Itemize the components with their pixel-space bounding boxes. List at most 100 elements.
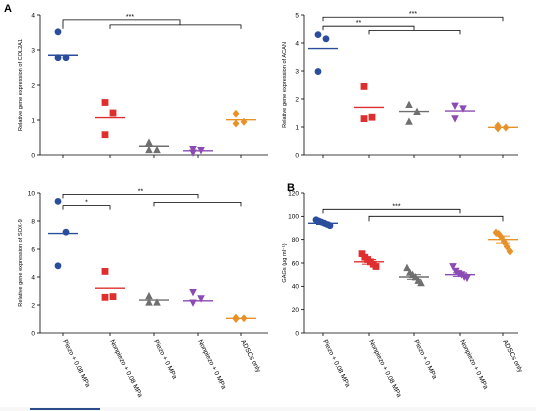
data-point [417, 278, 425, 287]
data-point [109, 109, 117, 117]
data-point [153, 298, 161, 306]
y-tick-label: 2 [31, 82, 35, 89]
y-tick-label: 4 [31, 12, 35, 19]
data-point [492, 228, 500, 237]
x-tick-label: ADSCs only [239, 339, 262, 374]
data-point [358, 250, 366, 258]
bottom-strip [0, 407, 536, 411]
data-point [494, 124, 502, 133]
data-point [232, 315, 240, 323]
y-tick-label: 0 [31, 152, 35, 159]
panel-label-b: B [287, 182, 295, 194]
data-point [405, 100, 413, 108]
significance-label: *** [409, 11, 417, 18]
data-point [372, 263, 380, 270]
y-tick-label: 0 [31, 330, 35, 337]
significance-label: ** [138, 188, 144, 195]
significance-label: *** [126, 14, 134, 21]
y-tick-label: 6 [31, 246, 35, 253]
data-point [62, 228, 70, 236]
significance-bracket [109, 24, 242, 29]
data-point [145, 145, 153, 154]
bottom-strip-band [30, 408, 100, 410]
data-point [405, 117, 413, 125]
y-tick-label: 100 [288, 214, 299, 221]
y-axis-label: Relative gene expression of COL2A1 [18, 39, 24, 131]
y-tick-label: 10 [28, 190, 36, 197]
significance-label: *** [392, 203, 400, 210]
significance-bracket [62, 205, 111, 210]
data-point [451, 102, 459, 110]
chart-panel-3: 0 2 4 6 8 10 Relative gene expression of SOX-9… [18, 188, 268, 399]
y-tick-label: 3 [31, 47, 35, 54]
y-tick-label: 8 [31, 218, 35, 225]
data-point [109, 293, 117, 300]
y-tick-label: 20 [292, 307, 300, 314]
y-tick-label: 0 [295, 330, 299, 337]
x-tick-label: Nonpiezo + 0 MPa [458, 339, 489, 391]
data-point [403, 263, 411, 272]
data-point [101, 131, 109, 139]
x-tick-label: Nonpiezo + 0 MPa [196, 339, 227, 391]
significance-bracket [62, 193, 199, 199]
x-tick-label: ADSCs only [501, 339, 524, 374]
data-point [197, 295, 205, 303]
data-point [54, 262, 62, 270]
data-point [101, 268, 109, 275]
y-tick-label: 40 [292, 284, 300, 291]
data-point [459, 105, 467, 113]
y-tick-label: 2 [295, 96, 299, 103]
data-point [314, 68, 322, 75]
data-point [360, 83, 368, 90]
chart-panel-1: 0 1 2 3 4 Relative gene expression of COL2A1 *… [18, 12, 268, 159]
data-point [451, 115, 459, 123]
data-point [153, 145, 161, 154]
significance-bracket [62, 19, 181, 29]
significance-label: ** [356, 20, 362, 27]
significance-bracket [153, 201, 242, 207]
data-point [145, 298, 153, 306]
y-tick-label: 4 [295, 40, 299, 47]
x-tick-label: Nonpiezo + 0.08 MPa [108, 339, 143, 399]
data-point [240, 117, 248, 126]
x-tick-label: Piezo + 0 MPa [412, 339, 438, 381]
x-tick-label: Piezo + 0 MPa [152, 339, 178, 381]
significance-bracket [322, 208, 461, 214]
data-point [322, 35, 330, 43]
data-point [368, 113, 376, 121]
y-tick-label: 2 [31, 302, 35, 309]
y-tick-label: 80 [292, 237, 300, 244]
data-point [54, 54, 62, 62]
panel-label-a: A [4, 3, 12, 15]
significance-bracket [368, 29, 461, 35]
data-point [189, 289, 197, 297]
data-point [62, 54, 70, 62]
y-tick-label: 1 [295, 124, 299, 131]
data-point [145, 138, 153, 146]
chart-panel-2: 0 1 2 3 4 5 Relative gene expression of ACAN **… [282, 11, 518, 159]
significance-bracket [322, 16, 504, 22]
y-axis-label: Relative gene expression of SOX-9 [18, 219, 24, 306]
y-tick-label: 3 [295, 68, 299, 75]
data-point [360, 115, 368, 122]
x-tick-label: Piezo + 0.08 MPa [61, 339, 91, 389]
data-point [145, 291, 153, 300]
y-tick-label: 5 [295, 12, 299, 19]
data-point [54, 28, 62, 36]
data-point [101, 293, 109, 301]
y-tick-label: 0 [295, 152, 299, 159]
significance-bracket [368, 215, 504, 222]
y-tick-label: 1 [31, 117, 35, 124]
chart-panel-4: 0 20 40 60 80 100 120 GAGs (μg ml⁻¹) Piezo + 0.0… [282, 190, 524, 399]
data-point [449, 263, 457, 271]
y-tick-label: 120 [288, 190, 299, 197]
data-point [232, 109, 240, 118]
data-point [506, 247, 514, 256]
data-point [54, 198, 62, 205]
y-tick-label: 60 [292, 260, 300, 267]
significance-bracket [322, 25, 415, 31]
y-axis-label: Relative gene expression of ACAN [282, 42, 288, 128]
x-tick-label: Piezo + 0.08 MPa [321, 339, 351, 389]
data-point [314, 31, 322, 38]
